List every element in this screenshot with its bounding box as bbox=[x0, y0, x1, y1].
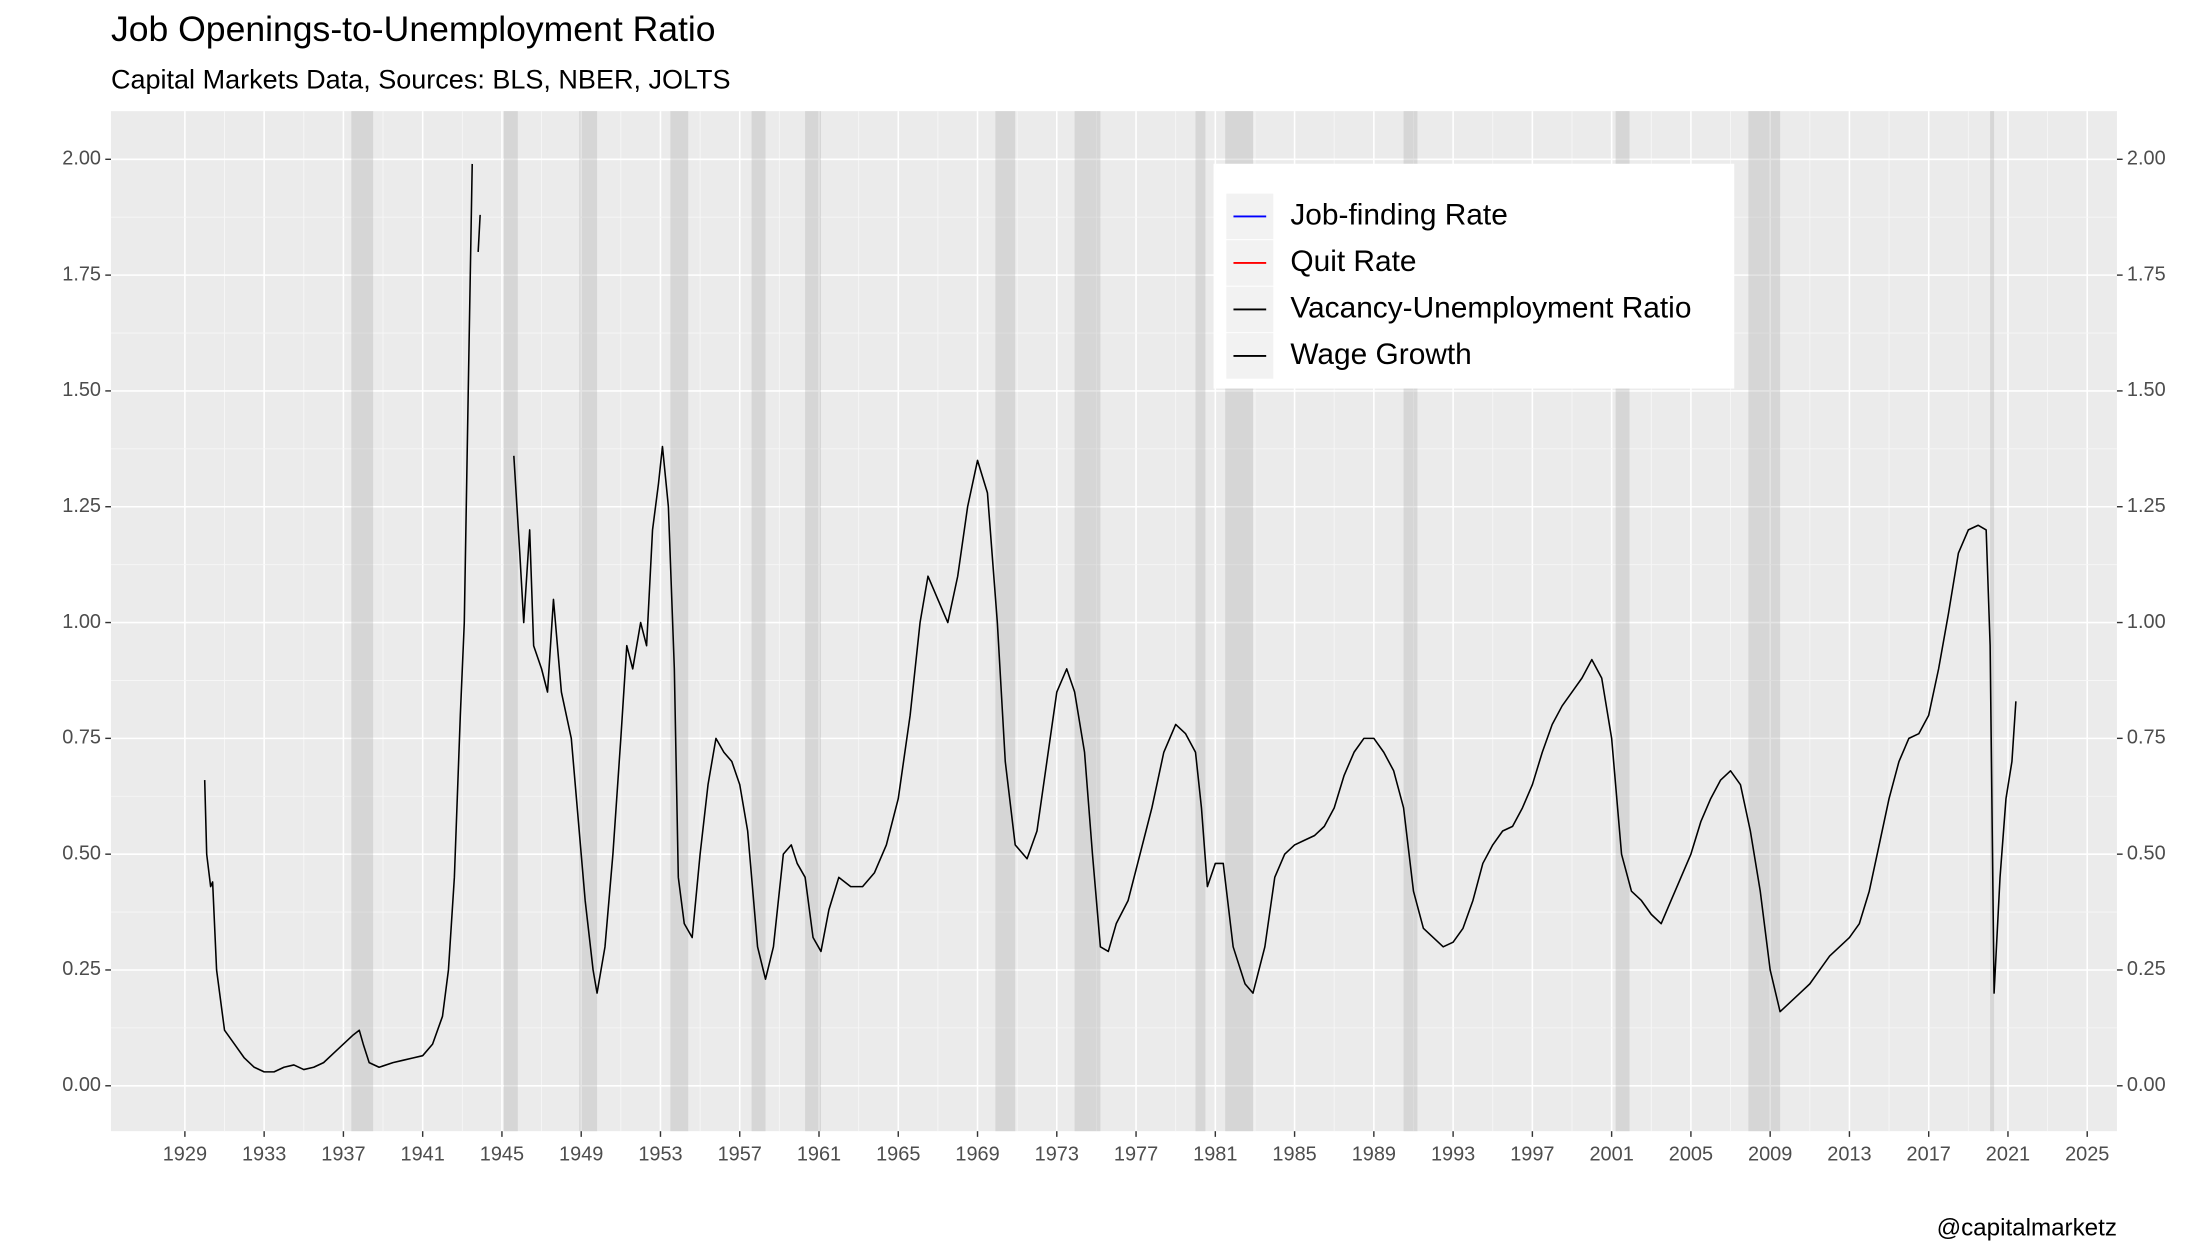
x-tick-label: 1993 bbox=[1431, 1144, 1475, 1166]
x-tick-label: 1981 bbox=[1193, 1144, 1237, 1166]
x-tick-label: 1985 bbox=[1272, 1144, 1316, 1166]
caption: @capitalmarketz bbox=[1937, 1215, 2117, 1242]
x-tick-label: 1965 bbox=[876, 1144, 920, 1166]
y-tick-label: 0.75 bbox=[62, 727, 101, 749]
x-tick-label: 2005 bbox=[1669, 1144, 1713, 1166]
x-tick-label: 2013 bbox=[1827, 1144, 1871, 1166]
recession-band bbox=[1748, 111, 1781, 1132]
x-tick-label: 1953 bbox=[638, 1144, 682, 1166]
recession-band bbox=[351, 111, 374, 1132]
x-tick-label: 1957 bbox=[718, 1144, 762, 1166]
y2-tick-label: 0.75 bbox=[2127, 727, 2166, 749]
recession-band bbox=[1990, 111, 1995, 1132]
y2-tick-label: 1.25 bbox=[2127, 495, 2166, 517]
y2-tick-label: 1.75 bbox=[2127, 263, 2166, 285]
x-tick-label: 1929 bbox=[163, 1144, 207, 1166]
x-tick-label: 1949 bbox=[559, 1144, 603, 1166]
x-tick-label: 1941 bbox=[401, 1144, 445, 1166]
x-tick-label: 2017 bbox=[1907, 1144, 1951, 1166]
x-tick-label: 1977 bbox=[1114, 1144, 1158, 1166]
recession-band bbox=[1074, 111, 1101, 1132]
y-tick-label: 1.00 bbox=[62, 611, 101, 633]
legend-label: Job-finding Rate bbox=[1290, 198, 1507, 231]
x-tick-label: 1969 bbox=[955, 1144, 999, 1166]
recession-band bbox=[503, 111, 518, 1132]
y2-tick-label: 0.00 bbox=[2127, 1074, 2166, 1096]
y-tick-label: 1.75 bbox=[62, 263, 101, 285]
recession-band bbox=[670, 111, 689, 1132]
plot-panel bbox=[110, 111, 2117, 1132]
legend-label: Quit Rate bbox=[1290, 245, 1416, 278]
y-tick-label: 2.00 bbox=[62, 148, 101, 170]
y2-tick-label: 1.00 bbox=[2127, 611, 2166, 633]
x-tick-label: 1973 bbox=[1035, 1144, 1079, 1166]
legend-label: Wage Growth bbox=[1290, 338, 1471, 371]
x-tick-label: 2021 bbox=[1986, 1144, 2030, 1166]
y-tick-label: 1.25 bbox=[62, 495, 101, 517]
y-tick-label: 0.25 bbox=[62, 958, 101, 980]
recession-band bbox=[995, 111, 1016, 1132]
legend-box bbox=[1213, 163, 1735, 389]
data-line bbox=[203, 163, 2017, 1073]
x-tick-label: 1961 bbox=[797, 1144, 841, 1166]
x-tick-label: 1945 bbox=[480, 1144, 524, 1166]
x-tick-label: 1933 bbox=[242, 1144, 286, 1166]
x-tick-label: 1997 bbox=[1510, 1144, 1554, 1166]
y2-tick-label: 0.25 bbox=[2127, 958, 2166, 980]
x-tick-label: 2025 bbox=[2065, 1144, 2109, 1166]
x-tick-label: 2009 bbox=[1748, 1144, 1792, 1166]
y-tick-label: 1.50 bbox=[62, 379, 101, 401]
x-tick-label: 1937 bbox=[321, 1144, 365, 1166]
chart-subtitle: Capital Markets Data, Sources: BLS, NBER… bbox=[111, 64, 731, 94]
recession-band bbox=[805, 111, 821, 1132]
y2-tick-label: 1.50 bbox=[2127, 379, 2166, 401]
y2-tick-label: 0.50 bbox=[2127, 842, 2166, 864]
legend-label: Vacancy-Unemployment Ratio bbox=[1290, 291, 1691, 324]
recession-band bbox=[1195, 111, 1206, 1132]
x-tick-label: 2001 bbox=[1589, 1144, 1633, 1166]
y-tick-label: 0.50 bbox=[62, 842, 101, 864]
y2-tick-label: 2.00 bbox=[2127, 148, 2166, 170]
chart-title: Job Openings-to-Unemployment Ratio bbox=[111, 9, 716, 49]
y-tick-label: 0.00 bbox=[62, 1074, 101, 1096]
recession-band bbox=[751, 111, 766, 1132]
x-tick-label: 1989 bbox=[1352, 1144, 1396, 1166]
